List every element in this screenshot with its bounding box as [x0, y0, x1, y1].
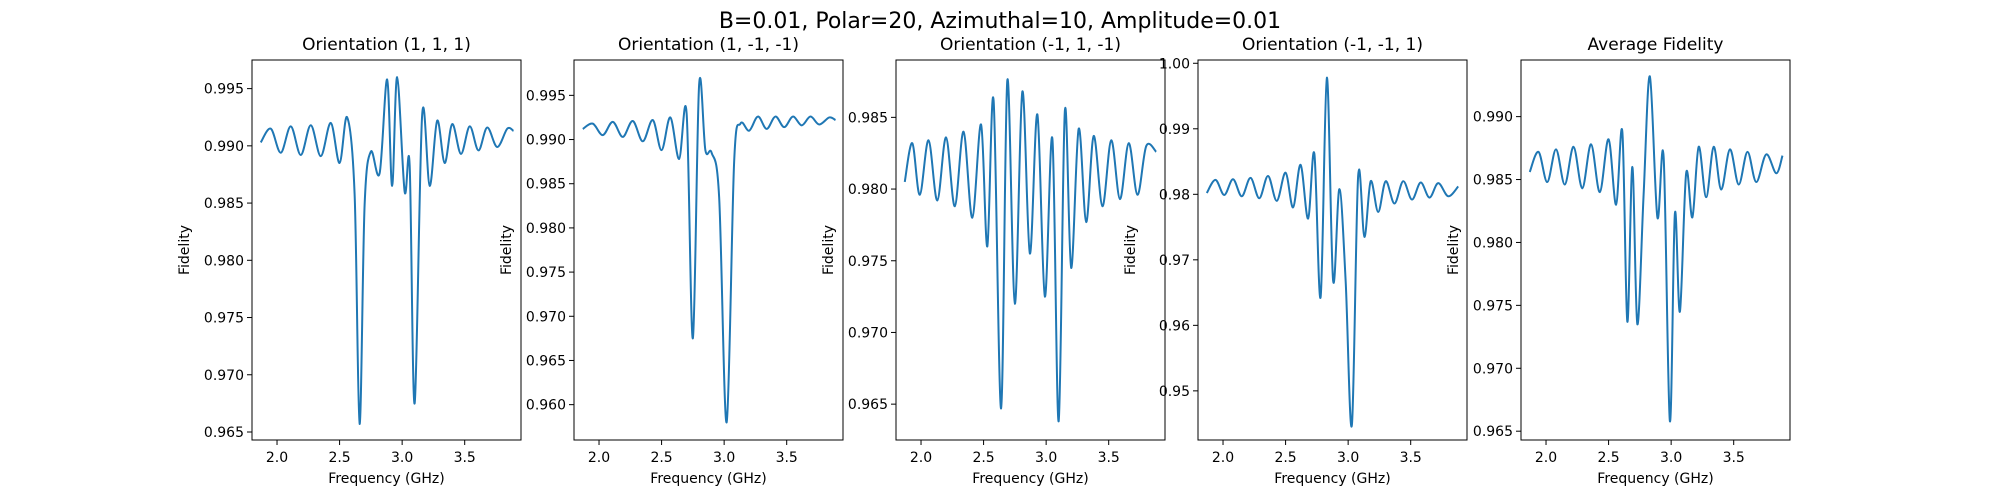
- y-tick-label: 0.970: [1473, 361, 1513, 377]
- y-tick-label: 0.97: [1159, 253, 1190, 269]
- y-tick-label: 0.985: [526, 177, 566, 193]
- panel-orientation-111: 2.0 2.5 3.0 3.5 0.965 0.970 0.975 0.980 0.985 0.9…: [177, 35, 522, 487]
- y-tick-label: 0.985: [1473, 173, 1513, 189]
- x-tick-label: 3.0: [1660, 450, 1682, 466]
- fidelity-curve: [582, 76, 836, 424]
- x-tick-label: 2.5: [972, 450, 994, 466]
- x-tick-label: 2.0: [910, 450, 932, 466]
- panel-average-fidelity: 2.0 2.5 3.0 3.5 0.965 0.970 0.975 0.980 0.985 0.9…: [1446, 35, 1791, 487]
- x-tick-label: 3.5: [776, 450, 798, 466]
- y-tick-label: 0.985: [204, 196, 244, 212]
- x-tick-label: 3.5: [454, 450, 476, 466]
- axes-frame: [895, 59, 1166, 441]
- y-tick-label: 0.980: [1473, 235, 1513, 251]
- y-tick-label: 0.975: [204, 311, 244, 327]
- x-axis-label: Frequency (GHz): [972, 471, 1088, 487]
- y-tick-label: 0.975: [848, 254, 888, 270]
- x-tick-label: 3.0: [1337, 450, 1359, 466]
- axes-frame: [251, 59, 522, 441]
- y-tick-label: 1.00: [1159, 56, 1190, 72]
- x-tick-label: 2.5: [1597, 450, 1619, 466]
- y-tick-label: 0.965: [526, 353, 566, 369]
- x-tick-label: 2.0: [266, 450, 288, 466]
- y-tick-label: 0.980: [848, 182, 888, 198]
- y-tick-label: 0.995: [204, 82, 244, 98]
- y-tick-label: 0.975: [1473, 298, 1513, 314]
- y-tick-label: 0.970: [526, 309, 566, 325]
- panel-title: Orientation (1, -1, -1): [618, 35, 799, 55]
- y-tick-label: 0.990: [204, 139, 244, 155]
- y-tick-label: 0.985: [848, 110, 888, 126]
- panel-title: Orientation (1, 1, 1): [302, 35, 471, 55]
- panel-orientation-m1-1-m1: 2.0 2.5 3.0 3.5 0.965 0.970 0.975 0.980 0.985 Ori…: [821, 35, 1166, 487]
- y-tick-label: 0.980: [204, 253, 244, 269]
- panel-orientation-m1-m1-1: 2.0 2.5 3.0 3.5 0.95 0.96 0.97 0.98 0.99 1.00 Orie…: [1123, 35, 1468, 487]
- y-tick-label: 0.970: [848, 325, 888, 341]
- x-tick-label: 2.0: [1535, 450, 1557, 466]
- figure-suptitle: B=0.01, Polar=20, Azimuthal=10, Amplitud…: [719, 9, 1281, 34]
- x-tick-label: 2.0: [1212, 450, 1234, 466]
- x-tick-label: 2.5: [1274, 450, 1296, 466]
- y-tick-label: 0.965: [1473, 424, 1513, 440]
- fidelity-curve: [259, 76, 515, 425]
- axes-frame: [573, 59, 844, 441]
- x-tick-label: 3.0: [713, 450, 735, 466]
- x-tick-label: 3.5: [1098, 450, 1120, 466]
- x-tick-label: 2.5: [328, 450, 350, 466]
- x-axis-label: Frequency (GHz): [650, 471, 766, 487]
- fidelity-curve: [1528, 75, 1784, 423]
- panel-title: Average Fidelity: [1588, 35, 1724, 55]
- y-tick-label: 0.98: [1159, 187, 1190, 203]
- y-tick-label: 0.965: [848, 397, 888, 413]
- x-tick-label: 3.0: [1035, 450, 1057, 466]
- x-tick-label: 2.5: [650, 450, 672, 466]
- y-tick-label: 0.99: [1159, 122, 1190, 138]
- y-tick-label: 0.975: [526, 265, 566, 281]
- y-axis-label: Fidelity: [177, 225, 193, 275]
- axes-frame: [1520, 59, 1791, 441]
- y-axis-label: Fidelity: [1123, 225, 1139, 275]
- y-tick-label: 0.96: [1159, 318, 1190, 334]
- x-tick-label: 3.5: [1723, 450, 1745, 466]
- y-tick-label: 0.965: [204, 425, 244, 441]
- panel-title: Orientation (-1, 1, -1): [940, 35, 1121, 55]
- y-axis-label: Fidelity: [499, 225, 515, 275]
- y-tick-label: 0.990: [1473, 110, 1513, 126]
- panel-title: Orientation (-1, -1, 1): [1242, 35, 1423, 55]
- y-tick-label: 0.990: [526, 133, 566, 149]
- x-tick-label: 3.5: [1400, 450, 1422, 466]
- y-tick-label: 0.95: [1159, 384, 1190, 400]
- y-tick-label: 0.970: [204, 368, 244, 384]
- panel-orientation-1-m1-m1: 2.0 2.5 3.0 3.5 0.960 0.965 0.970 0.975 0.980 0.9…: [499, 35, 844, 487]
- fidelity-curve: [1205, 76, 1459, 428]
- x-axis-label: Frequency (GHz): [1274, 471, 1390, 487]
- x-axis-label: Frequency (GHz): [1597, 471, 1713, 487]
- y-tick-label: 0.995: [526, 88, 566, 104]
- fidelity-curve: [903, 78, 1157, 423]
- y-tick-label: 0.980: [526, 221, 566, 237]
- y-tick-label: 0.960: [526, 398, 566, 414]
- y-axis-label: Fidelity: [1446, 225, 1462, 275]
- y-axis-label: Fidelity: [821, 225, 837, 275]
- x-axis-label: Frequency (GHz): [328, 471, 444, 487]
- x-tick-label: 2.0: [588, 450, 610, 466]
- x-tick-label: 3.0: [391, 450, 413, 466]
- axes-frame: [1197, 59, 1468, 441]
